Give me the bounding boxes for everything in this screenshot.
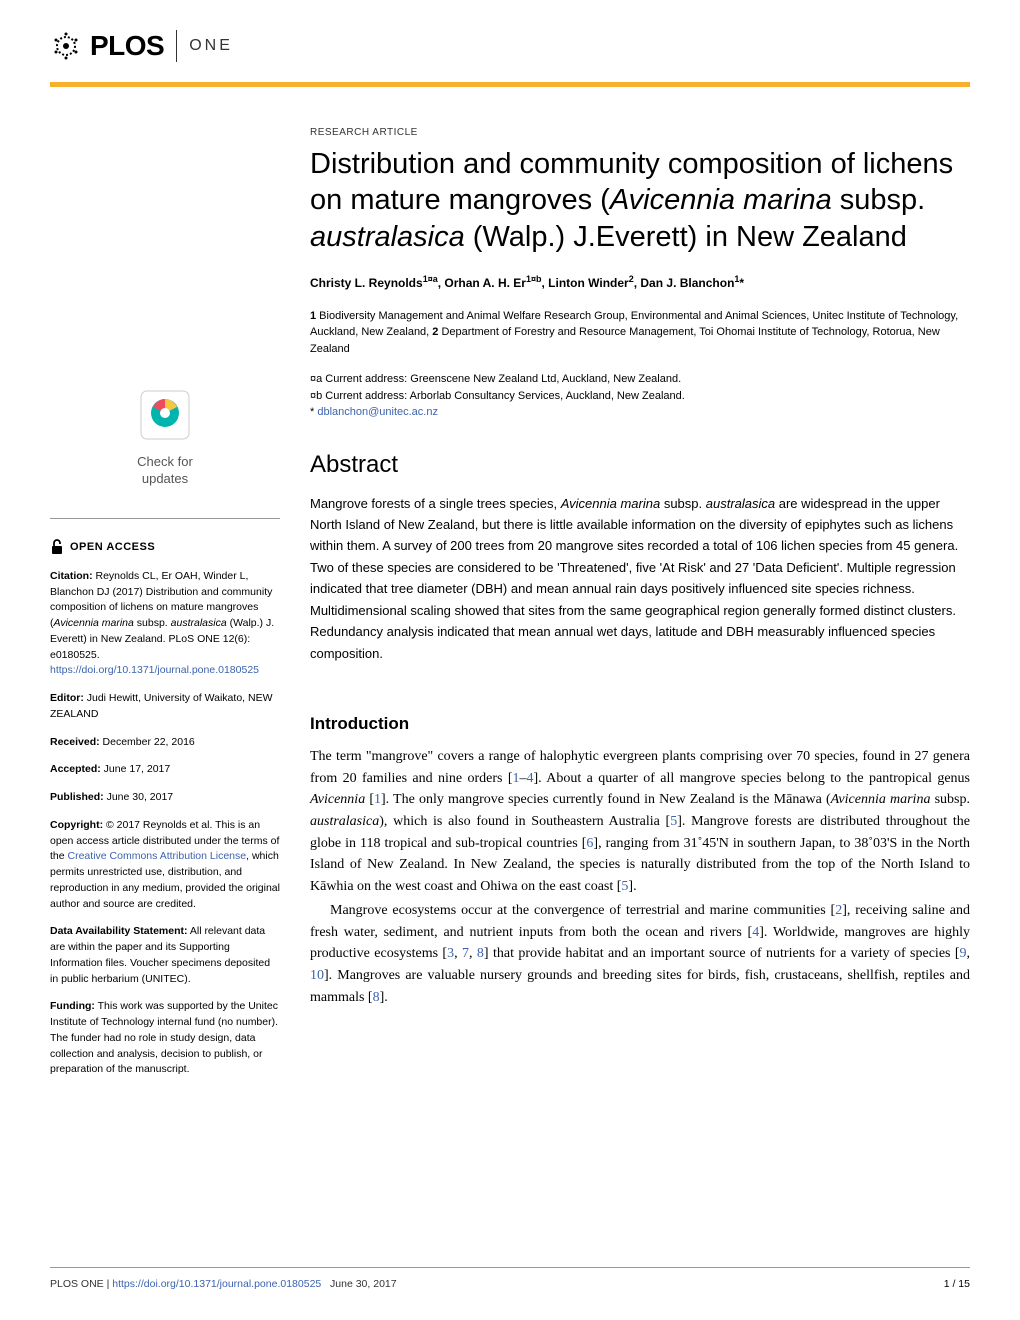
article-type: RESEARCH ARTICLE — [310, 127, 970, 138]
address-b: ¤b Current address: Arborlab Consultancy… — [310, 388, 970, 405]
open-lock-icon — [50, 539, 64, 555]
editor-section: Editor: Judi Hewitt, University of Waika… — [50, 691, 280, 723]
accepted-section: Accepted: June 17, 2017 — [50, 762, 280, 778]
intro-paragraph-1: The term "mangrove" covers a range of ha… — [310, 746, 970, 898]
introduction-heading: Introduction — [310, 714, 970, 734]
cc-license-link[interactable]: Creative Commons Attribution License — [68, 850, 247, 862]
plos-logo: PLOS — [50, 30, 164, 62]
crossmark-icon — [137, 387, 193, 443]
page-number: 1 / 15 — [944, 1278, 970, 1290]
doi-link[interactable]: https://doi.org/10.1371/journal.pone.018… — [50, 664, 259, 676]
check-updates-widget[interactable]: Check for updates — [50, 387, 280, 488]
abstract-text: Mangrove forests of a single trees speci… — [310, 493, 970, 665]
email-link[interactable]: dblanchon@unitec.ac.nz — [317, 406, 438, 418]
page-footer: PLOS ONE | https://doi.org/10.1371/journ… — [50, 1267, 970, 1290]
current-addresses: ¤a Current address: Greenscene New Zeala… — [310, 371, 970, 421]
intro-paragraph-2: Mangrove ecosystems occur at the converg… — [310, 900, 970, 1008]
copyright-section: Copyright: © 2017 Reynolds et al. This i… — [50, 818, 280, 913]
article-content: RESEARCH ARTICLE Distribution and commun… — [310, 127, 970, 1090]
main-container: Check for updates OPEN ACCESS Citation: … — [0, 87, 1020, 1090]
plos-icon — [50, 30, 82, 62]
corresponding-email: * dblanchon@unitec.ac.nz — [310, 404, 970, 421]
page-header: PLOS ONE — [0, 0, 1020, 72]
published-section: Published: June 30, 2017 — [50, 790, 280, 806]
plos-logo-text: PLOS — [90, 30, 164, 62]
open-access-label: OPEN ACCESS — [70, 541, 155, 553]
received-section: Received: December 22, 2016 — [50, 735, 280, 751]
sidebar: Check for updates OPEN ACCESS Citation: … — [50, 127, 280, 1090]
check-updates-text: Check for updates — [50, 454, 280, 488]
citation-section: Citation: Reynolds CL, Er OAH, Winder L,… — [50, 569, 280, 679]
address-a: ¤a Current address: Greenscene New Zeala… — [310, 371, 970, 388]
authors-list: Christy L. Reynolds1¤a, Orhan A. H. Er1¤… — [310, 273, 970, 292]
affiliations: 1 Biodiversity Management and Animal Wel… — [310, 308, 970, 358]
journal-name: ONE — [189, 37, 233, 55]
sidebar-divider — [50, 518, 280, 519]
funding-section: Funding: This work was supported by the … — [50, 999, 280, 1078]
footer-doi-link[interactable]: https://doi.org/10.1371/journal.pone.018… — [112, 1278, 321, 1290]
open-access-badge: OPEN ACCESS — [50, 539, 280, 555]
footer-left: PLOS ONE | https://doi.org/10.1371/journ… — [50, 1278, 397, 1290]
article-title: Distribution and community composition o… — [310, 146, 970, 255]
header-divider — [176, 30, 177, 62]
abstract-heading: Abstract — [310, 451, 970, 479]
data-availability-section: Data Availability Statement: All relevan… — [50, 924, 280, 987]
